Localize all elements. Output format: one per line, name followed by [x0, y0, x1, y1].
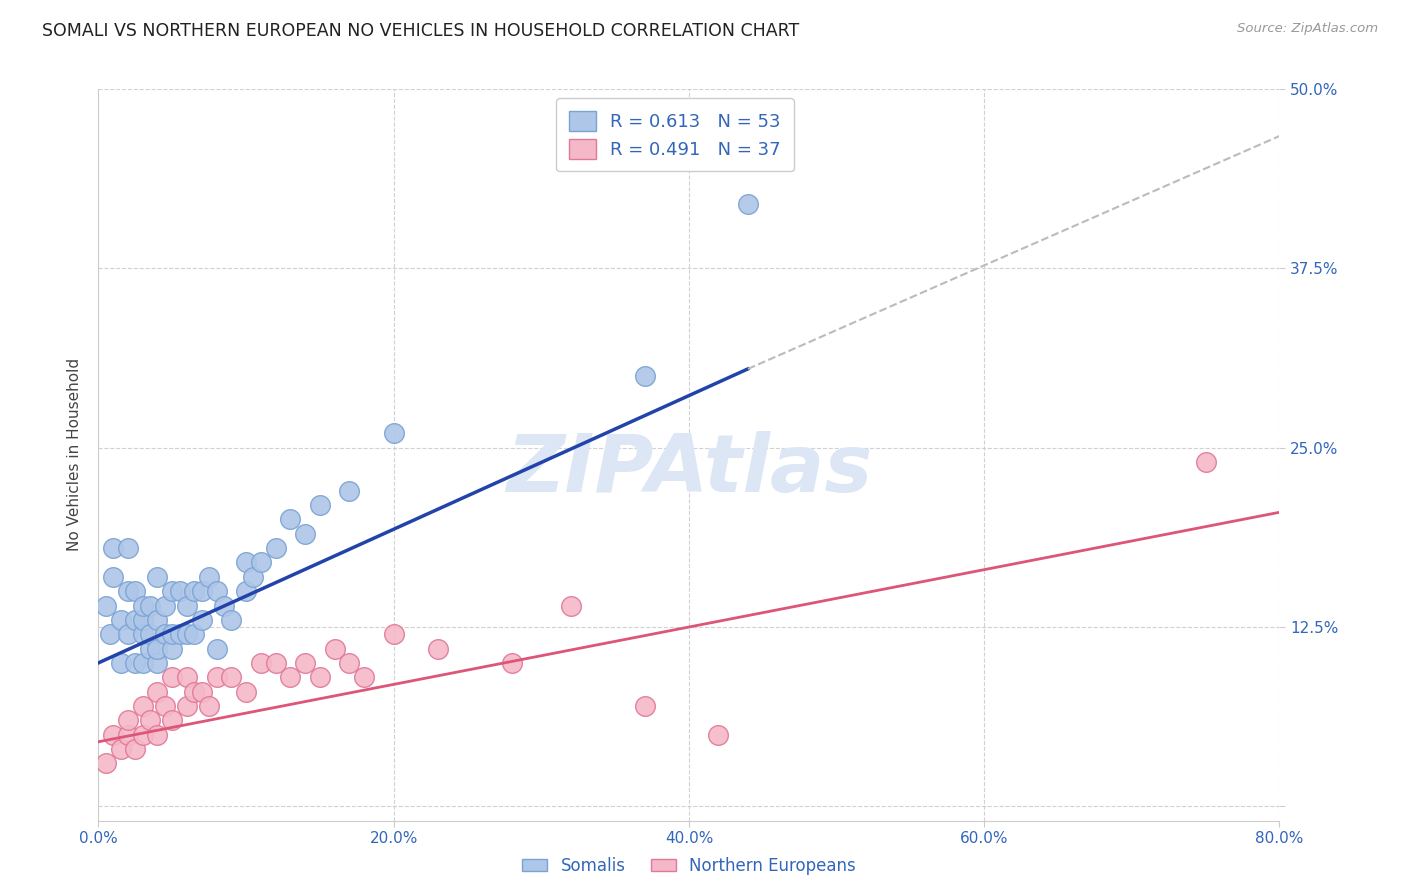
Point — [110, 613, 132, 627]
Point — [132, 599, 155, 613]
Point — [146, 728, 169, 742]
Point — [94, 599, 117, 613]
Point — [176, 670, 198, 684]
Point — [205, 670, 228, 684]
Point — [162, 584, 183, 599]
Point — [198, 570, 221, 584]
Point — [501, 656, 523, 670]
Y-axis label: No Vehicles in Household: No Vehicles in Household — [67, 359, 83, 551]
Point — [205, 641, 228, 656]
Point — [250, 656, 273, 670]
Point — [309, 498, 332, 512]
Point — [146, 656, 169, 670]
Point — [117, 728, 139, 742]
Point — [294, 526, 316, 541]
Point — [183, 584, 205, 599]
Point — [242, 570, 264, 584]
Point — [235, 584, 257, 599]
Point — [103, 570, 125, 584]
Point — [139, 599, 162, 613]
Point — [117, 713, 139, 727]
Point — [98, 627, 121, 641]
Point — [219, 670, 242, 684]
Text: SOMALI VS NORTHERN EUROPEAN NO VEHICLES IN HOUSEHOLD CORRELATION CHART: SOMALI VS NORTHERN EUROPEAN NO VEHICLES … — [42, 22, 800, 40]
Point — [264, 656, 287, 670]
Point — [176, 599, 198, 613]
Point — [117, 541, 139, 556]
Point — [323, 641, 346, 656]
Point — [633, 698, 655, 713]
Point — [560, 599, 582, 613]
Point — [94, 756, 117, 771]
Point — [191, 684, 214, 698]
Point — [169, 584, 191, 599]
Point — [212, 599, 235, 613]
Point — [427, 641, 450, 656]
Point — [162, 670, 183, 684]
Point — [124, 584, 146, 599]
Point — [278, 512, 302, 526]
Point — [139, 713, 162, 727]
Point — [198, 698, 221, 713]
Text: Source: ZipAtlas.com: Source: ZipAtlas.com — [1237, 22, 1378, 36]
Point — [219, 613, 242, 627]
Point — [146, 684, 169, 698]
Point — [117, 584, 139, 599]
Point — [250, 556, 273, 570]
Point — [124, 742, 146, 756]
Point — [162, 627, 183, 641]
Point — [176, 627, 198, 641]
Point — [633, 369, 655, 384]
Point — [737, 197, 759, 211]
Point — [278, 670, 302, 684]
Point — [191, 613, 214, 627]
Point — [205, 584, 228, 599]
Point — [146, 570, 169, 584]
Point — [132, 627, 155, 641]
Point — [264, 541, 287, 556]
Point — [103, 541, 125, 556]
Point — [139, 641, 162, 656]
Point — [132, 613, 155, 627]
Point — [382, 426, 405, 441]
Point — [294, 656, 316, 670]
Point — [309, 670, 332, 684]
Point — [153, 599, 176, 613]
Point — [183, 627, 205, 641]
Point — [162, 713, 183, 727]
Point — [110, 742, 132, 756]
Point — [153, 627, 176, 641]
Point — [707, 728, 730, 742]
Point — [153, 698, 176, 713]
Text: ZIPAtlas: ZIPAtlas — [506, 431, 872, 508]
Point — [1195, 455, 1218, 469]
Legend: Somalis, Northern Europeans: Somalis, Northern Europeans — [516, 850, 862, 882]
Point — [132, 728, 155, 742]
Point — [146, 641, 169, 656]
Point — [124, 656, 146, 670]
Point — [162, 641, 183, 656]
Point — [117, 627, 139, 641]
Point — [132, 698, 155, 713]
Point — [339, 483, 360, 498]
Point — [139, 627, 162, 641]
Point — [146, 613, 169, 627]
Point — [339, 656, 360, 670]
Point — [124, 613, 146, 627]
Point — [235, 556, 257, 570]
Point — [110, 656, 132, 670]
Point — [353, 670, 375, 684]
Point — [382, 627, 405, 641]
Point — [169, 627, 191, 641]
Point — [132, 656, 155, 670]
Point — [103, 728, 125, 742]
Point — [191, 584, 214, 599]
Point — [183, 684, 205, 698]
Point — [235, 684, 257, 698]
Point — [176, 698, 198, 713]
